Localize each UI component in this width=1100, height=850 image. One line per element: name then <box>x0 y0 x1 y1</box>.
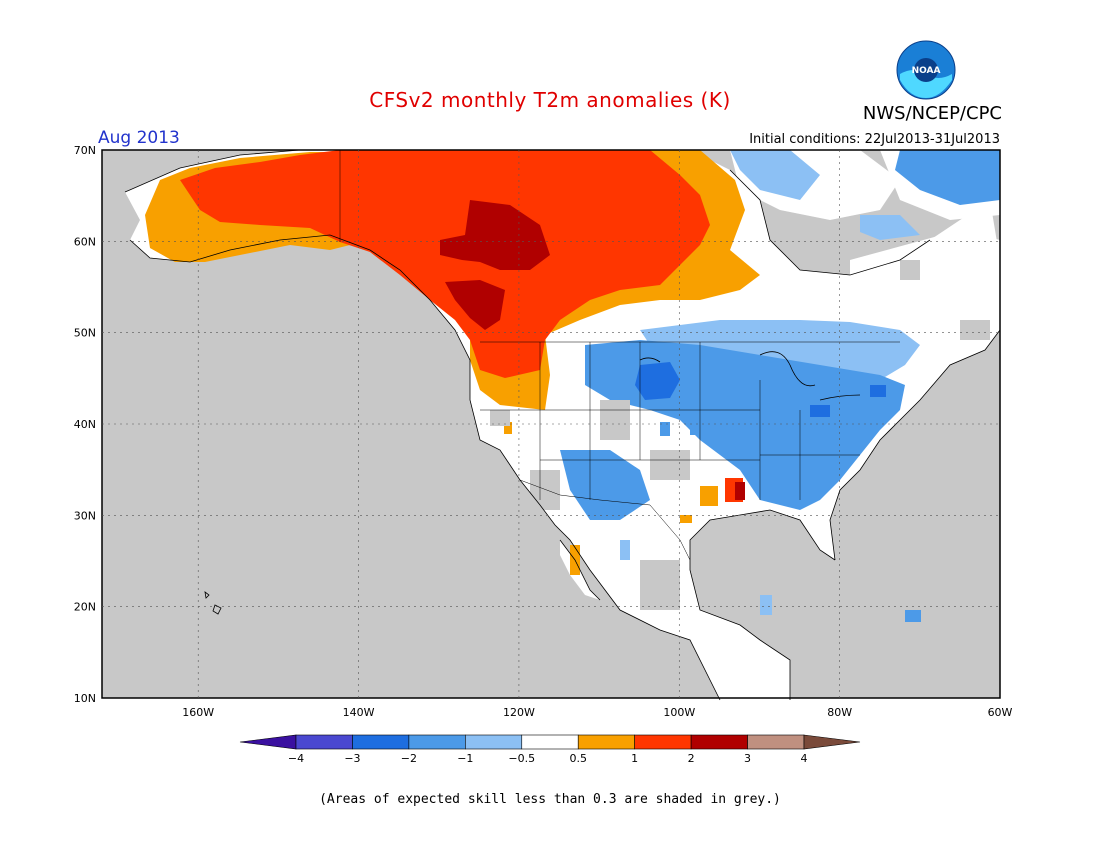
noaa-logo-text: NOAA <box>912 66 941 76</box>
colorbar-label: −2 <box>401 752 417 765</box>
lon-label: 160W <box>182 706 214 719</box>
lat-label: 50N <box>74 327 96 340</box>
colorbar-label: −1 <box>457 752 473 765</box>
colorbar-segment <box>521 734 579 750</box>
cool-anomaly-05 <box>620 150 920 615</box>
lat-label: 10N <box>74 692 96 705</box>
colorbar-label: 2 <box>688 752 695 765</box>
colorbar-segments <box>239 734 861 750</box>
lon-label: 140W <box>343 706 375 719</box>
lat-label: 40N <box>74 418 96 431</box>
colorbar-label: 4 <box>801 752 808 765</box>
colorbar-segment <box>690 734 748 750</box>
colorbar-label: −4 <box>288 752 304 765</box>
colorbar-segment <box>239 734 297 750</box>
lon-label: 120W <box>503 706 535 719</box>
lat-label: 20N <box>74 601 96 614</box>
agency-label: NWS/NCEP/CPC <box>862 103 1002 124</box>
colorbar-segment <box>634 734 692 750</box>
colorbar-segment <box>577 734 635 750</box>
noaa-logo: NOAA <box>896 40 956 100</box>
skill-footnote: (Areas of expected skill less than 0.3 a… <box>319 792 781 807</box>
lat-label: 60N <box>74 235 96 248</box>
colorbar-label: 0.5 <box>569 752 587 765</box>
forecast-month: Aug 2013 <box>98 128 180 148</box>
colorbar-segment <box>747 734 805 750</box>
colorbar-segment <box>352 734 410 750</box>
colorbar-labels: −4 −3 −2 −1 −0.5 0.5 1 2 3 4 <box>288 752 808 765</box>
lon-label: 80W <box>827 706 852 719</box>
map-title: CFSv2 monthly T2m anomalies (K) <box>369 88 731 112</box>
graticule <box>102 150 1000 698</box>
colorbar-label: 1 <box>631 752 638 765</box>
colorbar-segment <box>295 734 353 750</box>
lat-label: 30N <box>74 509 96 522</box>
lat-labels: 70N 60N 50N 40N 30N 20N 10N <box>74 144 96 705</box>
colorbar-segment <box>465 734 523 750</box>
cool-anomaly-2 <box>635 362 886 417</box>
colorbar-label: 3 <box>744 752 751 765</box>
lon-labels: 160W 140W 120W 100W 80W 60W <box>182 706 1012 719</box>
colorbar-segment <box>408 734 466 750</box>
lon-label: 100W <box>663 706 695 719</box>
colorbar-label: −0.5 <box>508 752 535 765</box>
colorbar-segment <box>803 734 861 750</box>
lon-label: 60W <box>988 706 1013 719</box>
lat-label: 70N <box>74 144 96 157</box>
coastlines <box>124 149 1001 701</box>
state-boundaries <box>339 150 900 561</box>
initial-conditions: Initial conditions: 22Jul2013-31Jul2013 <box>749 132 1000 147</box>
colorbar-label: −3 <box>344 752 360 765</box>
warm-anomaly-2 <box>440 200 745 500</box>
low-skill-mask <box>104 260 990 610</box>
